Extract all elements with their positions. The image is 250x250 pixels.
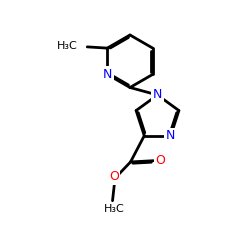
Text: N: N: [153, 88, 162, 102]
Text: O: O: [156, 154, 166, 167]
Text: O: O: [109, 170, 119, 183]
Text: N: N: [102, 68, 112, 81]
Text: N: N: [166, 129, 175, 142]
Text: H₃C: H₃C: [57, 41, 78, 51]
Text: H₃C: H₃C: [104, 204, 124, 214]
